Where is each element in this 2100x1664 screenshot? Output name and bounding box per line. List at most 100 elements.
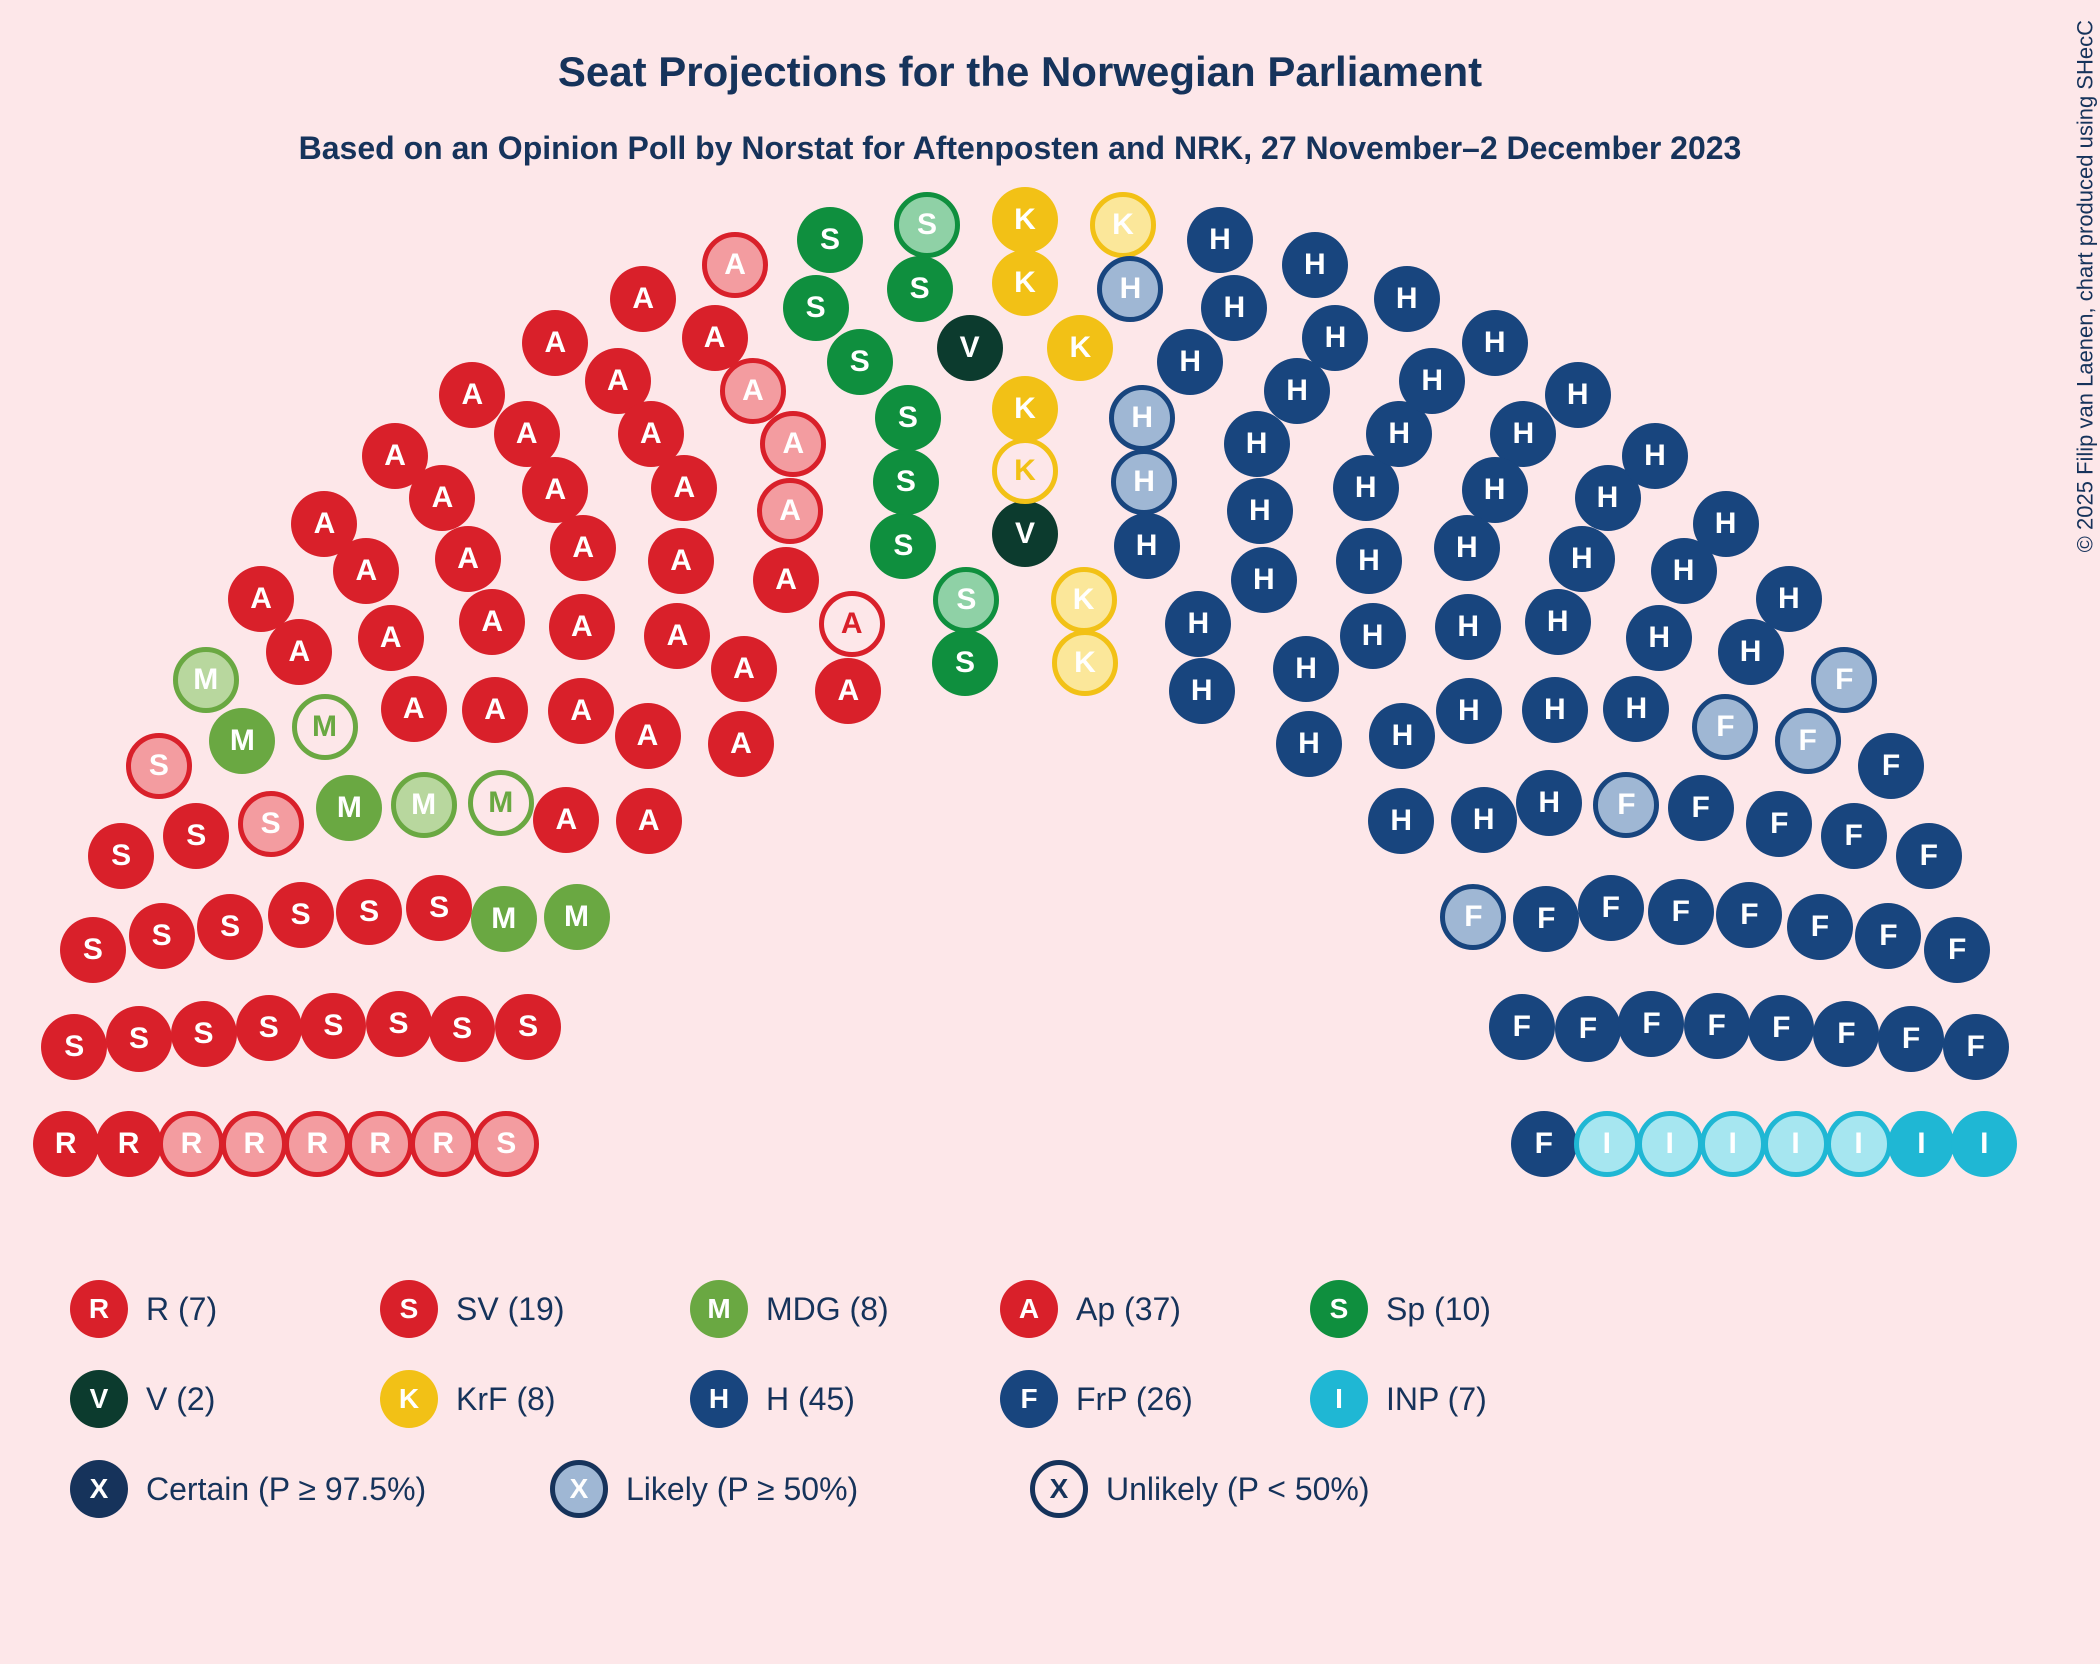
seat-FrP: F [1821,803,1887,869]
seat-SV: S [88,823,154,889]
seat-H: H [1097,256,1163,322]
seat-FrP: F [1618,991,1684,1057]
seat-H: H [1462,457,1528,523]
seat-KrF: K [1051,567,1117,633]
legend-swatch: V [70,1370,128,1428]
seat-Ap: A [711,636,777,702]
seat-FrP: F [1692,694,1758,760]
seat-H: H [1169,658,1235,724]
seat-SV: S [163,803,229,869]
seat-H: H [1227,478,1293,544]
seat-MDG: M [391,772,457,838]
seat-H: H [1434,515,1500,581]
seat-FrP: F [1943,1014,2009,1080]
seat-FrP: F [1787,894,1853,960]
seat-SV: S [406,875,472,941]
seat-H: H [1264,358,1330,424]
seat-Sp: S [827,329,893,395]
seat-Ap: A [753,547,819,613]
seat-Ap: A [615,703,681,769]
seat-H: H [1187,207,1253,273]
legend-label: MDG (8) [766,1291,889,1328]
legend-label: R (7) [146,1291,217,1328]
seat-Ap: A [616,788,682,854]
seat-R: R [96,1111,162,1177]
seat-Ap: A [550,515,616,581]
legend-label: Ap (37) [1076,1291,1181,1328]
seat-MDG: M [471,886,537,952]
legend-item-H: HH (45) [690,1370,1000,1428]
seat-MDG: M [173,647,239,713]
legend-item-R: R R (7) [70,1280,380,1338]
legend-swatch: S [380,1280,438,1338]
seat-H: H [1276,711,1342,777]
seat-FrP: F [1716,882,1782,948]
seat-FrP: F [1855,903,1921,969]
seat-INP: I [1763,1111,1829,1177]
legend-item-Ap: A Ap (37) [1000,1280,1310,1338]
seat-SV: S [197,894,263,960]
seat-Ap: A [644,603,710,669]
legend-label: Sp (10) [1386,1291,1491,1328]
seat-H: H [1399,348,1465,414]
seat-R: R [347,1111,413,1177]
seat-FrP: F [1896,823,1962,889]
seat-INP: I [1951,1111,2017,1177]
seat-KrF: K [1047,315,1113,381]
seat-Ap: A [533,787,599,853]
seat-INP: I [1826,1111,1892,1177]
seat-Sp: S [887,256,953,322]
seat-INP: I [1574,1111,1640,1177]
seat-Ap: A [819,591,885,657]
seat-H: H [1231,547,1297,613]
seat-R: R [410,1111,476,1177]
seat-Ap: A [462,677,528,743]
seat-H: H [1622,423,1688,489]
seat-INP: I [1700,1111,1766,1177]
seat-FrP: F [1924,917,1990,983]
legend-swatch: R [70,1280,128,1338]
seat-SV: S [366,991,432,1057]
legend: RR (7)SSV (19)MMDG (8)AAp (37)SSp (10)VV… [70,1280,1620,1518]
legend-swatch: S [1310,1280,1368,1338]
seat-H: H [1603,676,1669,742]
legend-row: RR (7)SSV (19)MMDG (8)AAp (37)SSp (10) [70,1280,1620,1338]
seat-Ap: A [494,401,560,467]
legend-item-SV: SSV (19) [380,1280,690,1338]
legend-certainty-row: XCertain (P ≥ 97.5%)XLikely (P ≥ 50%)XUn… [70,1460,1620,1518]
seat-Sp: S [873,449,939,515]
legend-label: KrF (8) [456,1381,556,1418]
seat-Ap: A [522,457,588,523]
seat-Ap: A [708,711,774,777]
seat-H: H [1549,526,1615,592]
legend-swatch: A [1000,1280,1058,1338]
seat-Sp: S [783,275,849,341]
seat-H: H [1651,538,1717,604]
seat-Sp: S [932,630,998,696]
seat-H: H [1201,275,1267,341]
legend-label: Likely (P ≥ 50%) [626,1471,858,1508]
chart-credit: © 2025 Filip van Laenen, chart produced … [2072,20,2098,552]
seat-FrP: F [1593,772,1659,838]
seat-H: H [1224,411,1290,477]
seat-FrP: F [1858,733,1924,799]
seat-Ap: A [548,678,614,744]
seat-H: H [1111,449,1177,515]
seat-KrF: K [992,250,1058,316]
seat-Ap: A [459,589,525,655]
seat-H: H [1282,232,1348,298]
seat-Ap: A [702,232,768,298]
seat-H: H [1165,591,1231,657]
legend-swatch: K [380,1370,438,1428]
chart-title: Seat Projections for the Norwegian Parli… [0,48,2040,96]
seat-FrP: F [1513,886,1579,952]
seat-SV: S [129,903,195,969]
seat-V: V [937,315,1003,381]
legend-certainty-unlikely: XUnlikely (P < 50%) [1030,1460,1510,1518]
seat-H: H [1374,266,1440,332]
seat-SV: S [41,1014,107,1080]
seat-FrP: F [1511,1111,1577,1177]
seat-H: H [1302,305,1368,371]
seat-Ap: A [760,411,826,477]
seat-H: H [1336,528,1402,594]
